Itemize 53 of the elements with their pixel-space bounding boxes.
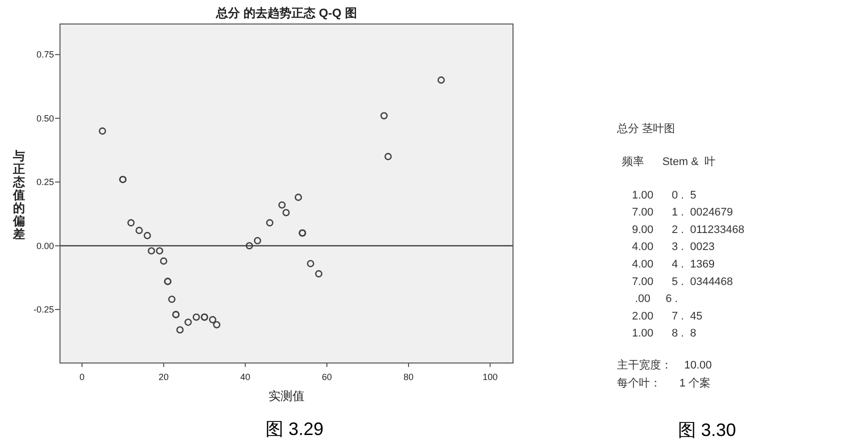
x-axis-title: 实测值 bbox=[268, 389, 304, 403]
chart-title: 总分 的去趋势正态 Q-Q 图 bbox=[215, 6, 357, 20]
point bbox=[278, 201, 286, 209]
y-axis-title: 与正态值的偏差 bbox=[12, 149, 26, 241]
text: 1.00 0 . 5 bbox=[632, 189, 696, 202]
text: 频率 Stem & 叶 bbox=[622, 155, 716, 168]
point bbox=[144, 232, 151, 240]
point bbox=[127, 219, 135, 226]
y-tick-label: 0.00 bbox=[36, 240, 54, 251]
x-tick-label: 0 bbox=[80, 372, 85, 382]
point bbox=[380, 112, 388, 120]
text: 1.00 8 . 8 bbox=[632, 328, 696, 340]
point bbox=[136, 226, 143, 234]
y-tick-label: 0.25 bbox=[36, 177, 54, 188]
point bbox=[315, 270, 322, 278]
point bbox=[148, 247, 156, 254]
text: 4.00 3 . 0023 bbox=[632, 241, 715, 254]
point bbox=[184, 318, 192, 326]
text: 每个叶： 1 个案 bbox=[617, 376, 711, 390]
y-tick-label: -0.25 bbox=[33, 304, 54, 314]
point bbox=[176, 326, 184, 334]
text: 4.00 4 . 1369 bbox=[632, 258, 715, 270]
point bbox=[266, 219, 274, 226]
text: 主干宽度： 10.00 bbox=[617, 358, 712, 372]
text: 7.00 1 . 0024679 bbox=[632, 206, 733, 219]
point bbox=[160, 257, 168, 265]
point bbox=[294, 194, 302, 201]
text: 7.00 5 . 0344468 bbox=[632, 276, 733, 288]
x-tick-label: 80 bbox=[404, 372, 414, 382]
text: 2.00 7 . 45 bbox=[632, 310, 702, 322]
point bbox=[254, 237, 262, 244]
point bbox=[192, 313, 200, 321]
y-tick-label: 0.75 bbox=[36, 50, 54, 60]
point bbox=[208, 316, 216, 324]
text: .00 6 . bbox=[632, 293, 678, 306]
x-tick-label: 100 bbox=[482, 372, 498, 382]
x-tick-label: 20 bbox=[158, 372, 169, 382]
point bbox=[168, 296, 176, 303]
point bbox=[438, 76, 445, 84]
x-tick-label: 40 bbox=[240, 372, 250, 382]
point bbox=[98, 127, 106, 135]
point bbox=[282, 208, 290, 216]
point bbox=[156, 247, 164, 254]
x-tick-label: 60 bbox=[322, 372, 332, 382]
text: 9.00 2 . 011233468 bbox=[632, 224, 744, 236]
text: 总分 茎叶图 bbox=[616, 122, 676, 135]
point bbox=[384, 152, 392, 160]
point bbox=[213, 321, 220, 328]
point bbox=[306, 260, 314, 268]
point bbox=[246, 242, 254, 250]
caption: 图 3.30 bbox=[678, 420, 736, 440]
caption: 图 3.29 bbox=[265, 419, 324, 439]
y-tick-label: 0.50 bbox=[36, 113, 54, 124]
